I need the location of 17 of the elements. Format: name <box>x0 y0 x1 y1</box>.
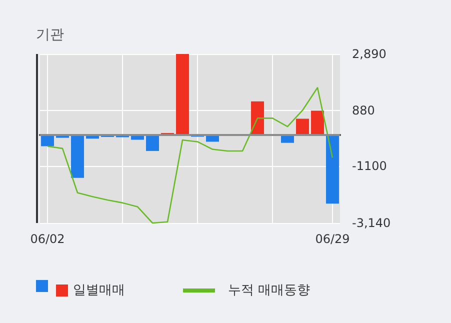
bar <box>326 134 339 204</box>
legend-label: 누적 매매동향 <box>228 283 310 298</box>
legend-label: 일별매매 <box>73 283 125 298</box>
y-tick-label: 2,890 <box>352 47 386 61</box>
bar <box>71 134 84 178</box>
bar <box>146 134 159 151</box>
y-tick-label: 880 <box>352 103 375 118</box>
bar <box>251 101 264 135</box>
line-series <box>46 86 334 224</box>
x-tick-label: 06/29 <box>315 232 350 246</box>
x-tick-label: 06/02 <box>30 232 65 246</box>
y-tick-label: -3,140 <box>352 216 391 230</box>
bar <box>311 110 324 135</box>
bar <box>296 118 309 135</box>
chart-title: 기관 <box>36 27 64 43</box>
bar <box>176 54 189 135</box>
y-tick-label: -1100 <box>352 158 387 173</box>
